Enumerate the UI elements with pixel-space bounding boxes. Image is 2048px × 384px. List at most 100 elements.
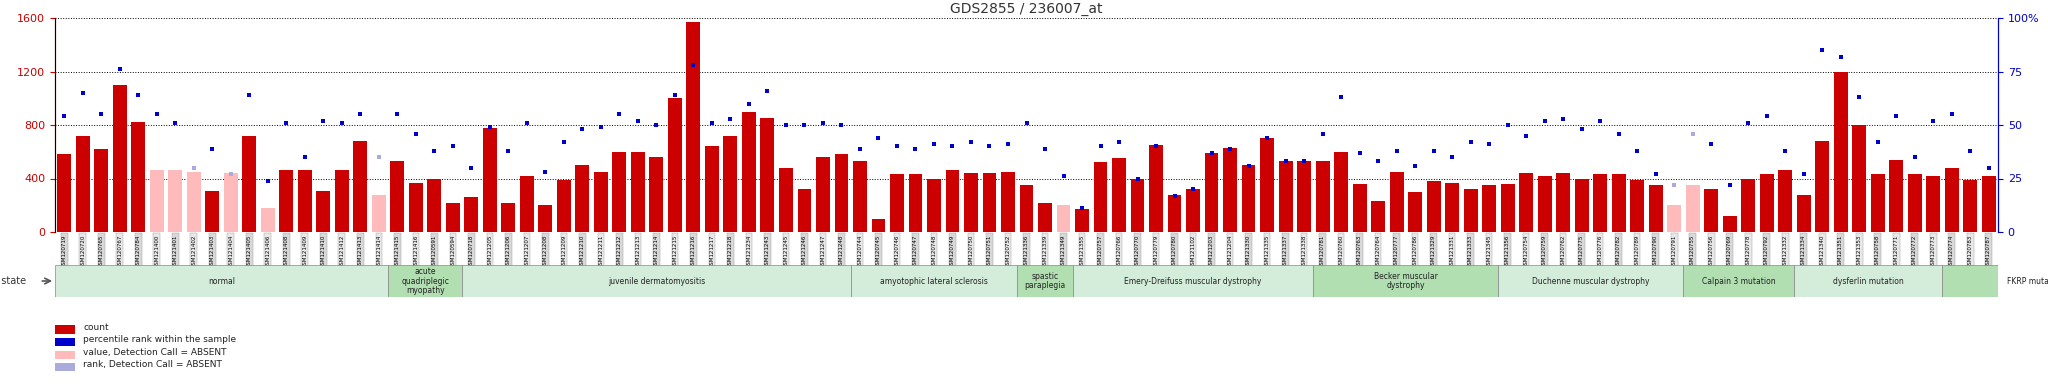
Text: GSM120745: GSM120745 [877,234,881,268]
Bar [983,173,997,232]
Bar [55,338,76,346]
Bar [1630,180,1645,232]
Text: GSM121355: GSM121355 [1079,234,1085,268]
Bar [205,190,219,232]
Bar [150,170,164,232]
Point [1638,171,1671,177]
Text: GSM121215: GSM121215 [672,234,678,268]
Point [1083,143,1116,149]
Point [1233,162,1266,169]
Text: GSM120719: GSM120719 [61,234,68,268]
Point [1509,132,1542,139]
Text: dysferlin mutation: dysferlin mutation [1833,276,1905,285]
Bar [168,170,182,232]
Bar [55,265,387,297]
Point [418,147,451,154]
Point [326,120,358,126]
Bar [1018,265,1073,297]
Point [899,146,932,152]
Point [233,92,266,98]
Text: GSM120769: GSM120769 [1726,234,1733,268]
Point [1288,158,1321,164]
Point [1454,139,1487,145]
Bar [1499,265,1683,297]
Text: GSM120764: GSM120764 [1376,234,1380,268]
Text: GSM121217: GSM121217 [709,234,715,268]
Point [66,90,98,96]
Bar [1391,172,1403,232]
Bar [1870,174,1884,232]
Text: GSM121218: GSM121218 [727,234,733,268]
Point [1546,116,1579,122]
Bar [741,112,756,232]
Bar [668,98,682,232]
Text: GSM121210: GSM121210 [580,234,586,268]
Bar [1130,179,1145,232]
Point [1270,158,1303,164]
Text: GSM121410: GSM121410 [322,234,326,268]
Text: GSM120766: GSM120766 [1116,234,1122,268]
Bar [1020,185,1034,232]
Point [307,118,340,124]
Text: GSM121406: GSM121406 [266,234,270,268]
Bar [1167,195,1182,232]
Bar [1149,145,1163,232]
Point [215,171,248,177]
Text: count: count [84,323,109,332]
Point [881,143,913,149]
Point [733,101,766,107]
Bar [113,85,127,232]
Text: GSM120784: GSM120784 [135,234,141,268]
Point [1602,131,1634,137]
Bar [1538,176,1552,232]
Bar [797,189,811,232]
Bar [55,363,76,371]
Point [1047,173,1079,179]
Text: GSM120777: GSM120777 [1395,234,1399,268]
Text: GSM121404: GSM121404 [227,234,233,268]
Text: GSM120781: GSM120781 [1321,234,1325,268]
Bar [223,173,238,232]
Point [844,146,877,152]
Point [1733,120,1765,126]
Point [1880,113,1913,119]
Text: FKRP mutation: FKRP mutation [2007,276,2048,285]
Bar [1575,179,1589,232]
Text: rank, Detection Call = ABSENT: rank, Detection Call = ABSENT [84,361,221,369]
Text: GSM121335: GSM121335 [1264,234,1270,268]
Bar [242,136,256,232]
Bar [760,118,774,232]
Bar [1057,205,1071,232]
Text: GSM120757: GSM120757 [1098,234,1104,268]
Bar [1446,182,1458,232]
Bar [1612,174,1626,232]
Point [659,92,692,98]
Bar [1778,170,1792,232]
Point [973,143,1006,149]
Text: GSM121204: GSM121204 [1227,234,1233,268]
Text: GSM121405: GSM121405 [248,234,252,268]
Text: GSM121403: GSM121403 [209,234,215,268]
Text: GSM121414: GSM121414 [377,234,381,268]
Point [399,131,432,137]
Bar [575,165,590,232]
Point [641,122,674,128]
Bar [909,174,922,232]
Bar [1946,168,1958,232]
Bar [520,176,535,232]
Text: disease state: disease state [0,276,27,286]
Bar [612,152,627,232]
Text: GSM121349: GSM121349 [1061,234,1067,268]
Bar [1409,192,1421,232]
Text: GSM120762: GSM120762 [1561,234,1565,268]
Bar [1909,174,1921,232]
Bar [1333,152,1348,232]
Point [954,139,987,145]
Text: GSM121245: GSM121245 [784,234,788,268]
Text: GSM121331: GSM121331 [1450,234,1454,268]
Text: GSM121416: GSM121416 [414,234,418,268]
Point [752,88,784,94]
Bar [446,203,461,232]
Text: GSM120765: GSM120765 [98,234,104,268]
Bar [483,127,498,232]
